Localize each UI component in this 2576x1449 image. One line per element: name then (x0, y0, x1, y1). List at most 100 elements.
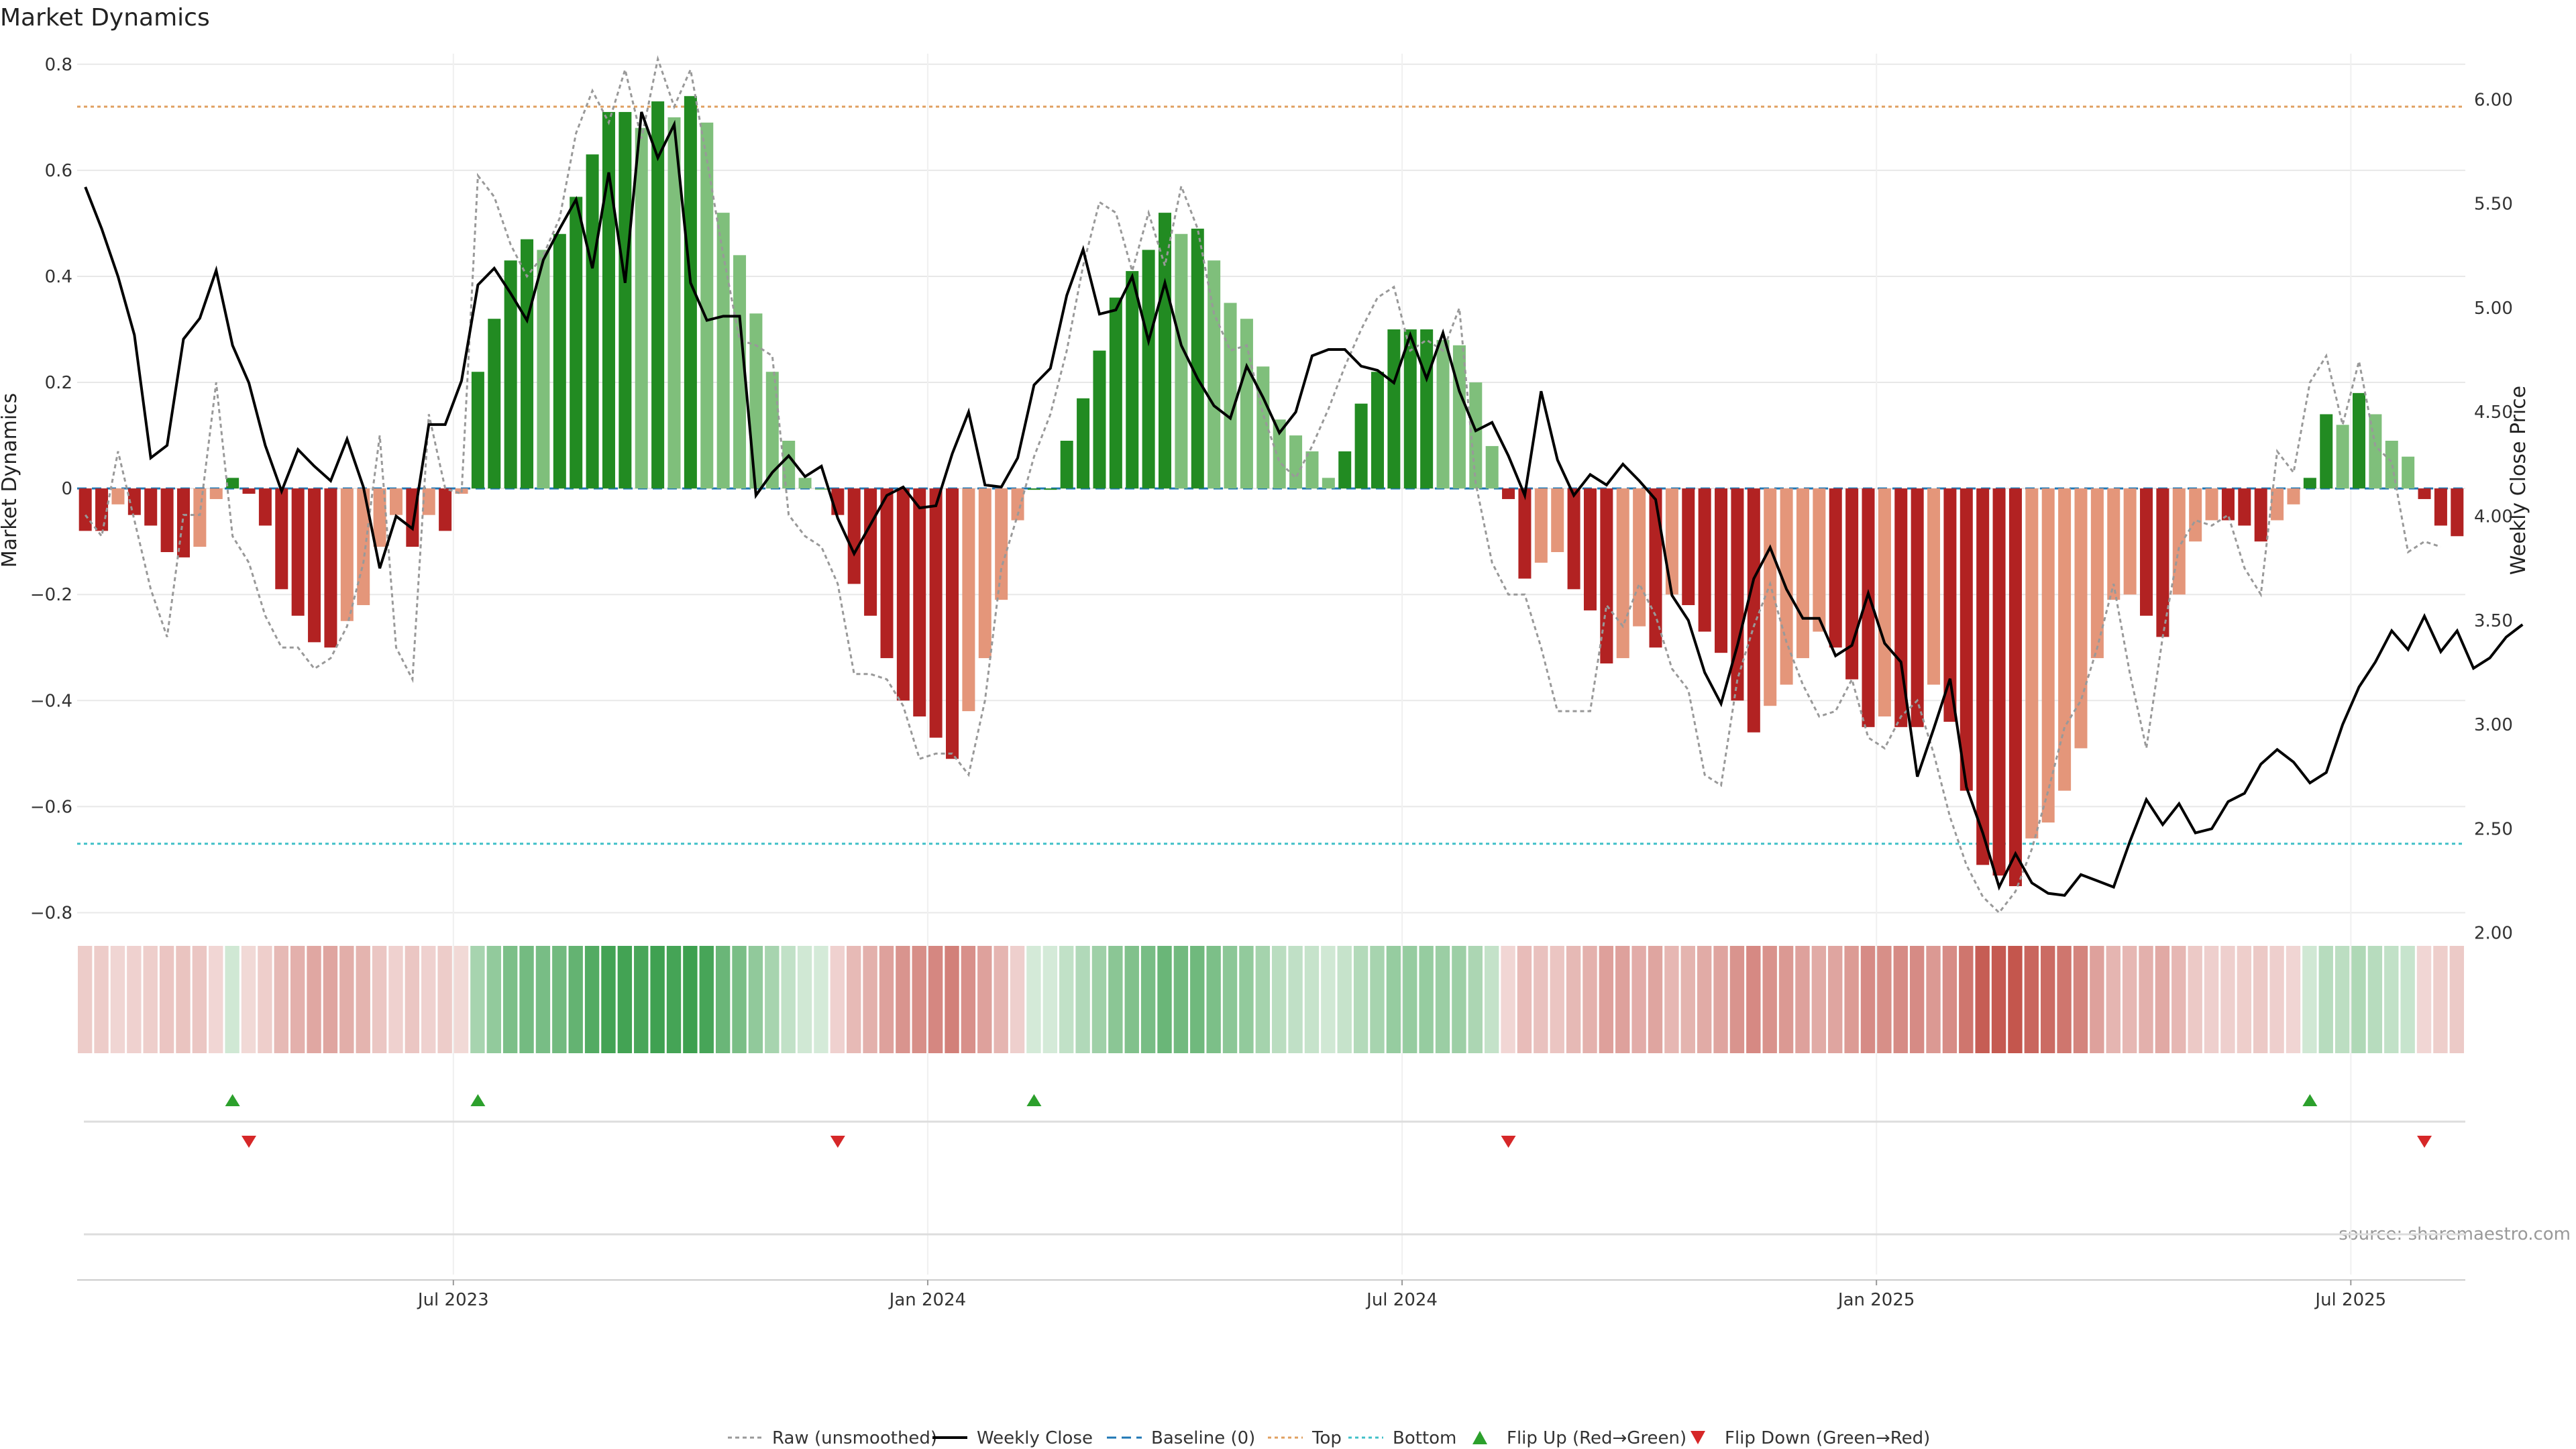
dynamics-bar (1044, 488, 1057, 490)
regime-cell (1991, 946, 2006, 1053)
regime-cell (1795, 946, 1810, 1053)
regime-cell (1877, 946, 1892, 1053)
y2-ticks: 6.00 5.50 5.00 4.50 4.00 3.50 3.00 2.50 2.00 (2474, 90, 2513, 943)
regime-cell (1370, 946, 1385, 1053)
dynamics-bar (2369, 414, 2382, 489)
dynamics-bar (2123, 488, 2137, 595)
regime-cell (1615, 946, 1630, 1053)
dynamics-bar (847, 488, 861, 584)
dynamics-bar (2058, 488, 2072, 791)
regime-cell (2334, 946, 2350, 1053)
regime-cell (1582, 946, 1597, 1053)
dynamics-bar (635, 127, 648, 489)
legend-label: Top (1311, 1428, 1342, 1448)
dynamics-bar (2008, 488, 2022, 886)
regime-cell (356, 946, 370, 1053)
legend-label: Weekly Close (977, 1428, 1093, 1448)
dynamics-bar (1452, 345, 1466, 489)
x-axis: Jul 2023 Jan 2024 Jul 2024 Jan 2025 Jul 2025 (77, 1279, 2465, 1310)
regime-cell (453, 946, 469, 1053)
dynamics-bar (1682, 488, 1695, 606)
regime-cell (699, 946, 714, 1053)
regime-cell (781, 946, 796, 1053)
dynamics-bar (619, 111, 632, 489)
dynamics-bar (1273, 419, 1286, 489)
regime-cell (1419, 946, 1434, 1053)
regime-cell (2237, 946, 2252, 1053)
regime-cell (1893, 946, 1908, 1053)
dynamics-bar (1502, 488, 1515, 499)
dynamics-bar (814, 488, 828, 490)
dynamics-bar (2090, 488, 2104, 659)
flip-markers-panel (84, 1094, 2465, 1236)
regime-cell (977, 946, 992, 1053)
regime-cell (1762, 946, 1777, 1053)
regime-cell (2286, 946, 2301, 1053)
regime-cell (863, 946, 877, 1053)
regime-cell (847, 946, 861, 1053)
regime-cell (1304, 946, 1320, 1053)
regime-cell (1729, 946, 1745, 1053)
dynamics-bar (176, 488, 191, 557)
y2-axis-label: Weekly Close Price (2507, 386, 2530, 575)
dynamics-bar (471, 372, 484, 489)
dynamics-bar (1600, 488, 1613, 663)
dynamics-bar (1077, 398, 1090, 489)
dynamics-bar (1289, 435, 1303, 489)
dynamics-bar (1322, 478, 1335, 489)
dynamics-bar (78, 488, 92, 531)
dynamics-bar (1126, 271, 1139, 489)
regime-cell (1403, 946, 1417, 1053)
dynamics-bar (929, 488, 943, 738)
regime-cell (1091, 946, 1107, 1053)
regime-cell (617, 946, 633, 1053)
regime-cell (2057, 946, 2072, 1053)
y2-tick-label: 4.00 (2474, 507, 2513, 527)
regime-cell (1599, 946, 1614, 1053)
regime-cell (1484, 946, 1499, 1053)
regime-cell (1860, 946, 1876, 1053)
regime-cell (601, 946, 616, 1053)
dynamics-bar (1354, 403, 1368, 489)
legend-label: Raw (unsmoothed) (772, 1428, 937, 1448)
dynamics-bar (521, 239, 534, 489)
regime-cell (1157, 946, 1172, 1053)
reference-lines (77, 105, 2465, 845)
regime-cell (2400, 946, 2415, 1053)
x-tick-label: Jul 2023 (417, 1290, 489, 1310)
dynamics-bar (308, 488, 321, 643)
dynamics-bar (2221, 488, 2235, 521)
dynamics-bar (864, 488, 877, 616)
regime-cell (961, 946, 976, 1053)
dynamics-bar (2205, 488, 2218, 521)
dynamics-bar (1208, 260, 1221, 489)
dynamics-bars (78, 96, 2464, 886)
dynamics-bar (1715, 488, 1728, 653)
regime-cell (2073, 946, 2088, 1053)
y2-tick-label: 3.50 (2474, 611, 2513, 631)
dynamics-bar (1338, 451, 1352, 489)
regime-cell (241, 946, 256, 1053)
flip-down-marker (2417, 1136, 2432, 1148)
y2-tick-label: 2.50 (2474, 819, 2513, 839)
regime-cell (2367, 946, 2383, 1053)
flip-up-marker (2302, 1094, 2318, 1106)
dynamics-bar (258, 488, 272, 526)
dynamics-bar (1436, 339, 1450, 489)
dynamics-bar (2418, 488, 2431, 499)
regime-cell (1680, 946, 1695, 1053)
dynamics-bar (1583, 488, 1597, 610)
dynamics-bar (488, 319, 501, 489)
regime-cell (2384, 946, 2399, 1053)
regime-cell (1926, 946, 1941, 1053)
regime-cell (372, 946, 387, 1053)
x-tick-label: Jan 2024 (888, 1290, 967, 1310)
dynamics-bar (504, 260, 517, 489)
dynamics-bar (1403, 329, 1417, 489)
dynamics-bar (1175, 233, 1188, 489)
dynamics-bar (111, 488, 125, 504)
regime-cell (2008, 946, 2023, 1053)
y2-tick-label: 6.00 (2474, 90, 2513, 110)
regime-cell (225, 946, 239, 1053)
dynamics-bar (602, 111, 615, 489)
